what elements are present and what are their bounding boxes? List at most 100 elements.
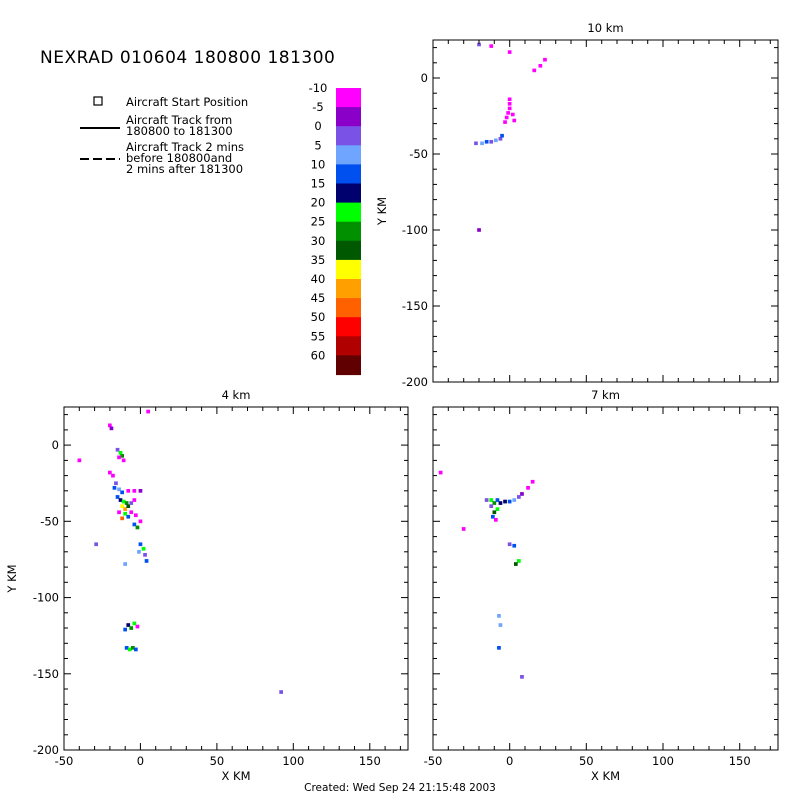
panel-title: 4 km	[222, 388, 251, 402]
radar-cell	[498, 137, 503, 141]
radar-cell	[495, 498, 500, 502]
radar-cell	[503, 120, 507, 124]
footer-created: Created: Wed Sep 24 21:15:48 2003	[304, 782, 496, 794]
radar-cell	[461, 527, 466, 531]
radar-cell	[132, 522, 137, 527]
colorbar-label: 50	[311, 310, 326, 324]
panel-title: 10 km	[587, 21, 623, 35]
radar-cell	[123, 511, 127, 516]
y-tick-label: -200	[33, 743, 59, 757]
x-tick-label: 150	[359, 754, 381, 768]
radar-cell	[108, 470, 112, 475]
radar-cell	[129, 501, 134, 505]
radar-cell	[124, 646, 129, 650]
radar-cell	[497, 646, 501, 650]
panel-title: 7 km	[591, 388, 620, 402]
radar-cell	[484, 140, 489, 144]
radar-cell	[131, 646, 135, 650]
radar-cell	[492, 501, 497, 505]
radar-cell	[108, 423, 112, 428]
radar-cell	[94, 542, 98, 547]
radar-cell	[118, 450, 123, 455]
radar-cell	[132, 498, 137, 502]
radar-cell	[146, 409, 150, 414]
radar-cell	[512, 498, 517, 502]
radar-cell	[123, 507, 127, 511]
legend-track2-label-1: Aircraft Track 2 mins	[126, 140, 244, 154]
colorbar-label: 0	[314, 119, 321, 133]
radar-cell	[500, 133, 504, 138]
x-tick-label: 0	[137, 754, 144, 768]
colorbar-label: 20	[311, 196, 326, 210]
radar-cell	[530, 479, 535, 484]
y-tick-label: -200	[402, 375, 428, 389]
radar-cell	[129, 626, 134, 630]
radar-cell	[526, 486, 530, 490]
radar-cell	[138, 542, 143, 547]
colorbar-label: 60	[311, 348, 326, 362]
x-tick-label: -50	[424, 754, 443, 768]
colorbar-swatch	[336, 279, 361, 299]
radar-cell	[120, 454, 124, 458]
colorbar: -10 -5 0 5 10 15 20 25 30 35 40 45 50 55 60	[309, 81, 361, 376]
radar-cell	[127, 647, 132, 652]
colorbar-swatch	[336, 240, 361, 261]
legend-track-label-1: Aircraft Track from	[126, 113, 232, 127]
colorbar-swatch	[336, 145, 361, 165]
colorbar-label: 15	[311, 177, 326, 191]
radar-cell	[129, 510, 134, 515]
colorbar-label: 40	[311, 272, 326, 286]
y-axis-label: Y KM	[5, 564, 19, 593]
radar-cell	[506, 111, 510, 115]
y-tick-label: -50	[40, 514, 59, 528]
radar-cell	[123, 562, 127, 566]
colorbar-swatch	[336, 88, 361, 108]
radar-cell	[474, 141, 478, 146]
radar-cell	[507, 542, 512, 547]
radar-cell	[121, 458, 126, 463]
radar-cell	[120, 490, 124, 495]
radar-cell	[438, 470, 443, 475]
colorbar-swatch	[336, 336, 361, 356]
radar-cell	[137, 550, 141, 554]
colorbar-label: 30	[311, 234, 326, 248]
radar-cell	[498, 623, 503, 627]
x-tick-label: 0	[506, 754, 513, 768]
radar-cell	[484, 498, 489, 502]
radar-cell	[135, 525, 140, 530]
x-tick-label: 150	[729, 754, 751, 768]
colorbar-swatch	[336, 298, 361, 318]
radar-cell	[112, 486, 117, 490]
colorbar-label: 45	[311, 291, 326, 305]
x-tick-label: 100	[282, 754, 304, 768]
colorbar-swatch	[336, 202, 361, 223]
colorbar-label: 10	[311, 157, 326, 171]
radar-cell	[507, 106, 512, 111]
y-tick-label: 0	[421, 71, 428, 85]
radar-cell	[494, 518, 498, 522]
legend-track2-label-2: before 180800and	[126, 151, 232, 165]
colorbar-swatch	[336, 164, 361, 185]
radar-cell	[489, 140, 494, 144]
y-tick-label: -150	[402, 299, 428, 313]
x-tick-label: 50	[579, 754, 594, 768]
radar-cell	[538, 64, 543, 68]
radar-cell	[134, 647, 138, 652]
colorbar-swatch	[336, 221, 361, 242]
figure-title: NEXRAD 010604 180800 181300	[40, 48, 335, 68]
radar-cell	[143, 553, 147, 557]
radar-cell	[532, 68, 537, 73]
radar-cell	[512, 543, 517, 548]
radar-cell	[109, 426, 114, 431]
y-tick-label: -50	[409, 147, 428, 161]
radar-cell	[123, 627, 127, 632]
x-axis-label: X KM	[591, 769, 620, 783]
radar-cell	[135, 624, 140, 629]
radar-cell	[504, 115, 509, 120]
radar-cell	[492, 510, 497, 515]
radar-cell	[520, 675, 524, 679]
y-tick-label: 0	[52, 438, 59, 452]
panel-10-km: 10 km 0 -50 -100 -150 -200 Y KM	[375, 21, 779, 389]
radar-cell	[126, 623, 131, 627]
